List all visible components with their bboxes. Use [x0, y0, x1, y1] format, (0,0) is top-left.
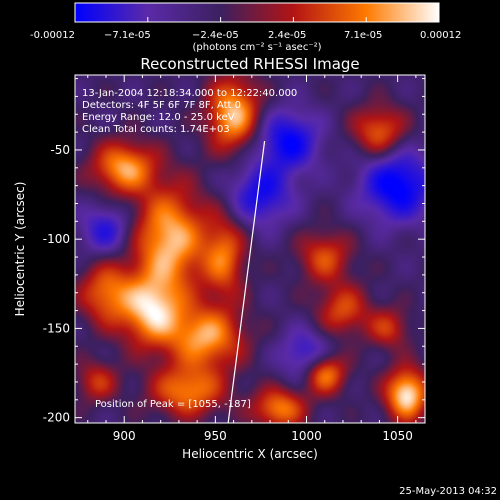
x-tick-label-1000: 1000: [291, 429, 322, 443]
colorbar-tick-3: 2.4e-05: [268, 30, 306, 41]
colorbar-tick-5: 0.00012: [420, 30, 461, 41]
colorbar-unit-label: (photons cm⁻² s⁻¹ asec⁻²): [192, 42, 321, 53]
axes: 900 950 1000 1050 -50 -100 -150 -200: [43, 75, 425, 443]
y-tick-label--100: -100: [43, 232, 70, 246]
x-tick-label-950: 950: [204, 429, 227, 443]
annotation-detectors: Detectors: 4F 5F 6F 7F 8F, Att 0: [82, 100, 241, 111]
colorbar-tick-0: -0.00012: [30, 30, 75, 41]
y-tick-label--200: -200: [43, 411, 70, 425]
annotations: 13-Jan-2004 12:18:34.000 to 12:22:40.000…: [82, 88, 297, 410]
colorbar: -0.00012 −7.1e-05 −2.4e-05 2.4e-05 7.1e-…: [30, 2, 461, 53]
chart-title: Reconstructed RHESSI Image: [140, 55, 359, 73]
plot-area: [74, 74, 426, 424]
solar-limb-line: [227, 140, 266, 423]
colorbar-gradient: [74, 2, 440, 23]
colorbar-tick-2: −2.4e-05: [192, 30, 239, 41]
x-axis-label: Heliocentric X (arcsec): [182, 447, 318, 461]
annotation-clean: Clean Total counts: 1.74E+03: [82, 124, 230, 135]
peak-position-label: Position of Peak = [1055, -187]: [95, 399, 251, 410]
y-axis-label: Heliocentric Y (arcsec): [13, 182, 27, 317]
colorbar-tick-1: −7.1e-05: [104, 30, 151, 41]
x-tick-label-1050: 1050: [382, 429, 413, 443]
annotation-time: 13-Jan-2004 12:18:34.000 to 12:22:40.000: [82, 88, 297, 99]
y-tick-label--50: -50: [50, 143, 70, 157]
annotation-energy: Energy Range: 12.0 - 25.0 keV: [82, 112, 235, 123]
y-tick-label--150: -150: [43, 321, 70, 335]
timestamp: 25-May-2013 04:32: [399, 486, 497, 497]
colorbar-tick-4: 7.1e-05: [344, 30, 382, 41]
x-tick-label-900: 900: [113, 429, 136, 443]
heatmap-image: [75, 75, 425, 423]
